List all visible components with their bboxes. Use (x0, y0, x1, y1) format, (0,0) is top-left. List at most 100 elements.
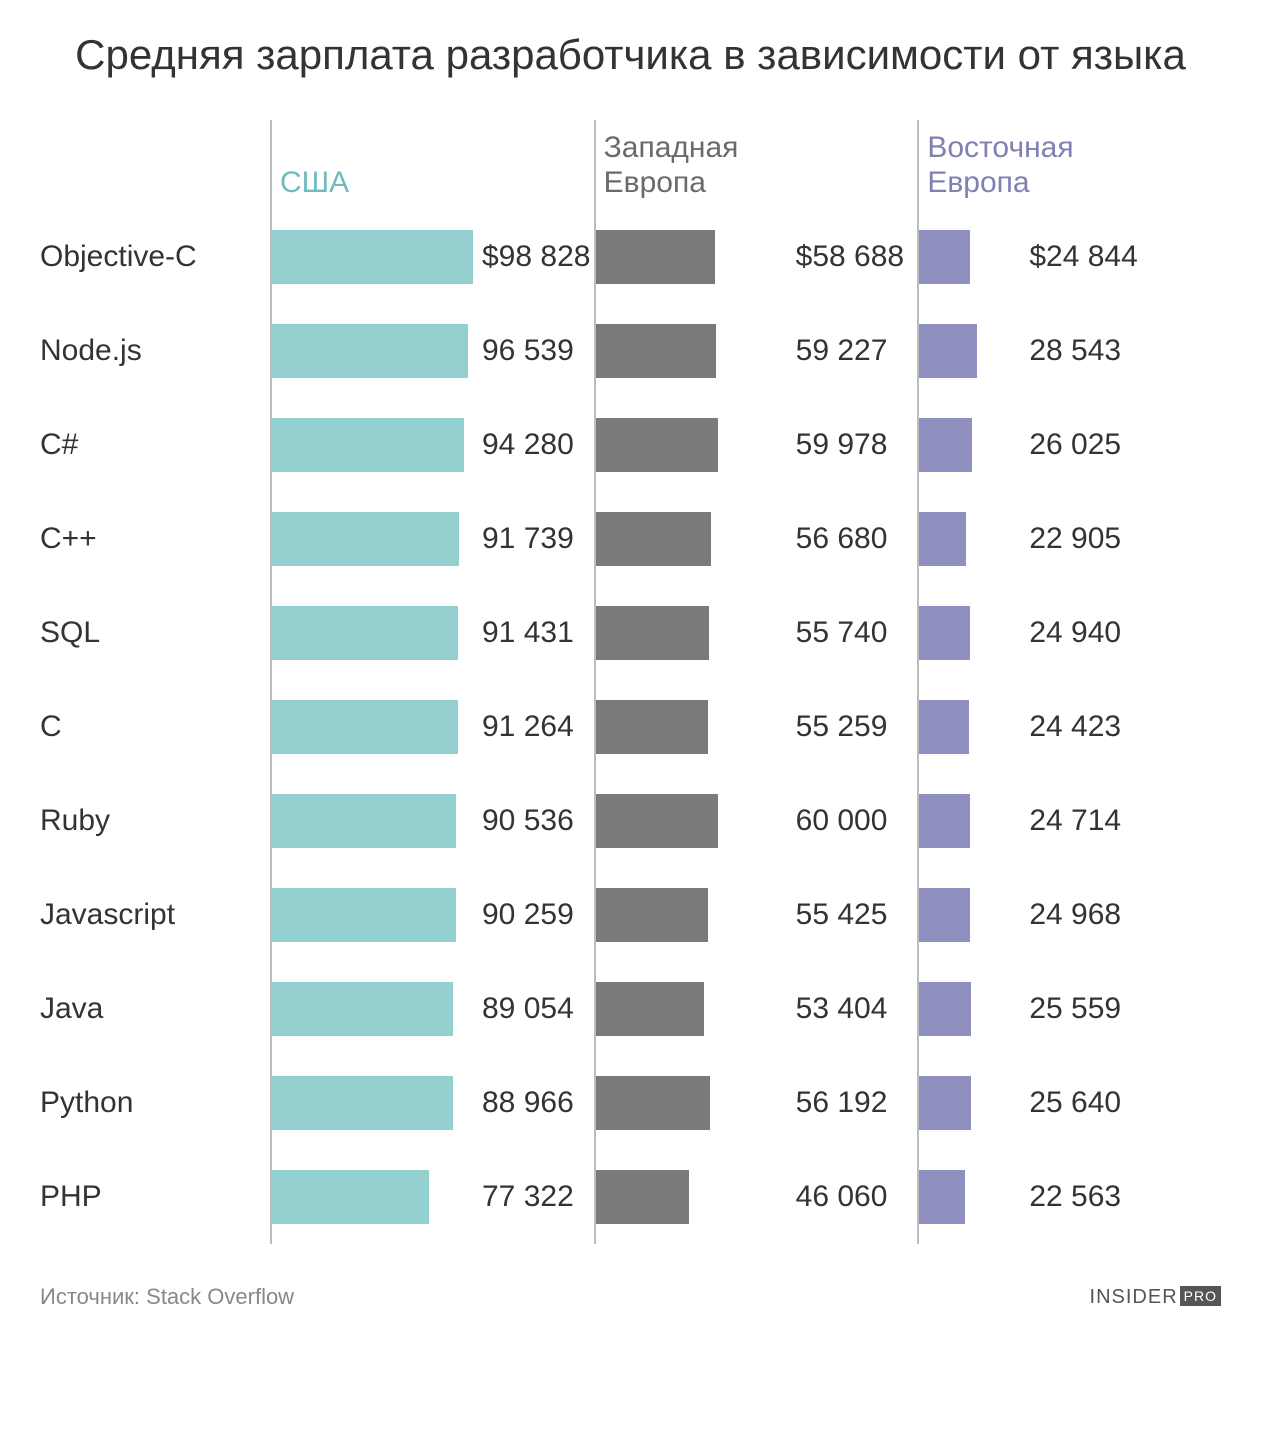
bar-row: 91 739 (272, 492, 574, 586)
bar-value-usa: 89 054 (482, 992, 574, 1026)
bar-usa (272, 700, 458, 754)
bar-we (596, 982, 705, 1036)
bar-we (596, 512, 711, 566)
bar-we (596, 606, 709, 660)
bar-ee (919, 230, 970, 284)
bar-value-we: 53 404 (796, 992, 888, 1026)
bar-ee (919, 606, 970, 660)
row-label: Python (40, 1056, 250, 1150)
bar-value-ee: 25 559 (1029, 992, 1121, 1026)
bar-value-usa: 91 264 (482, 710, 574, 744)
bar-value-usa: 77 322 (482, 1180, 574, 1214)
bar-ee (919, 888, 970, 942)
bar-value-ee: 24 714 (1029, 804, 1121, 838)
bar-row: 55 259 (596, 680, 898, 774)
bar-value-ee: 22 563 (1029, 1180, 1121, 1214)
bar-value-usa: 91 431 (482, 616, 574, 650)
bar-value-ee: 25 640 (1029, 1086, 1121, 1120)
bar-ee (919, 982, 971, 1036)
row-label: Javascript (40, 868, 250, 962)
bar-row: 28 543 (919, 304, 1221, 398)
bar-we (596, 794, 718, 848)
source-text: Источник: Stack Overflow (40, 1284, 294, 1310)
bar-we (596, 1170, 690, 1224)
bar-value-usa: 91 739 (482, 522, 574, 556)
bar-value-we: 56 680 (796, 522, 888, 556)
bar-usa (272, 1170, 429, 1224)
bar-usa (272, 794, 456, 848)
bar-row: 77 322 (272, 1150, 574, 1244)
bar-value-usa: 90 536 (482, 804, 574, 838)
bar-value-ee: 28 543 (1029, 334, 1121, 368)
bar-ee (919, 794, 969, 848)
bar-value-ee: 22 905 (1029, 522, 1121, 556)
bar-value-usa: 90 259 (482, 898, 574, 932)
bar-row: 60 000 (596, 774, 898, 868)
bar-value-ee: 26 025 (1029, 428, 1121, 462)
bar-value-usa: 88 966 (482, 1086, 574, 1120)
bar-row: 25 640 (919, 1056, 1221, 1150)
bar-value-we: 59 978 (796, 428, 888, 462)
bar-usa (272, 1076, 453, 1130)
bar-usa (272, 888, 456, 942)
bar-value-ee: 24 940 (1029, 616, 1121, 650)
brand-suffix: PRO (1180, 1286, 1221, 1306)
bar-row: 56 680 (596, 492, 898, 586)
bar-row: 24 714 (919, 774, 1221, 868)
bar-ee (919, 700, 969, 754)
bar-row: 26 025 (919, 398, 1221, 492)
bar-row: 56 192 (596, 1056, 898, 1150)
bar-we (596, 888, 709, 942)
bar-we (596, 324, 716, 378)
bar-row: 24 940 (919, 586, 1221, 680)
bar-row: 88 966 (272, 1056, 574, 1150)
column-header-we: ЗападнаяЕвропа (596, 120, 898, 210)
bar-row: 91 264 (272, 680, 574, 774)
bar-row: 24 423 (919, 680, 1221, 774)
bar-row: 96 539 (272, 304, 574, 398)
bar-usa (272, 324, 468, 378)
bar-value-we: 55 740 (796, 616, 888, 650)
row-label: SQL (40, 586, 250, 680)
bar-value-ee: 24 423 (1029, 710, 1121, 744)
row-label: Java (40, 962, 250, 1056)
bar-usa (272, 982, 453, 1036)
bar-we (596, 418, 718, 472)
bar-value-we: $58 688 (796, 240, 904, 274)
row-label: C (40, 680, 250, 774)
bar-row: $98 828 (272, 210, 574, 304)
column-header-usa: США (272, 120, 574, 210)
column-eastern-europe: ВосточнаяЕвропа $24 844 28 543 26 025 22 90… (917, 120, 1221, 1244)
bar-row: 91 431 (272, 586, 574, 680)
bar-row: 53 404 (596, 962, 898, 1056)
bar-ee (919, 512, 966, 566)
bar-row: 22 563 (919, 1150, 1221, 1244)
bar-usa (272, 230, 473, 284)
bar-row: 22 905 (919, 492, 1221, 586)
bar-value-we: 55 259 (796, 710, 888, 744)
bar-row: 46 060 (596, 1150, 898, 1244)
bar-row: 90 259 (272, 868, 574, 962)
chart: Objective-CNode.jsC#C++SQLCRubyJavascrip… (40, 120, 1221, 1244)
bar-row: 59 978 (596, 398, 898, 492)
column-western-europe: ЗападнаяЕвропа $58 68859 22759 97856 680… (594, 120, 898, 1244)
bar-row: 89 054 (272, 962, 574, 1056)
bar-row: 90 536 (272, 774, 574, 868)
bar-usa (272, 418, 464, 472)
row-label: Node.js (40, 304, 250, 398)
brand-logo: INSIDERPRO (1090, 1286, 1221, 1309)
row-label: C# (40, 398, 250, 492)
bar-we (596, 700, 708, 754)
bar-row: 55 425 (596, 868, 898, 962)
chart-title: Средняя зарплата разработчика в зависимо… (40, 30, 1221, 80)
bar-value-ee: $24 844 (1029, 240, 1137, 274)
brand-name: INSIDER (1090, 1286, 1178, 1308)
column-header-ee: ВосточнаяЕвропа (919, 120, 1221, 210)
row-label: C++ (40, 492, 250, 586)
bar-value-we: 60 000 (796, 804, 888, 838)
bar-row: $58 688 (596, 210, 898, 304)
column-usa: США $98 82896 539 94 280 91 739 91 431 91 26… (270, 120, 574, 1244)
labels-column: Objective-CNode.jsC#C++SQLCRubyJavascrip… (40, 120, 250, 1244)
bar-value-usa: 94 280 (482, 428, 574, 462)
row-label: Ruby (40, 774, 250, 868)
